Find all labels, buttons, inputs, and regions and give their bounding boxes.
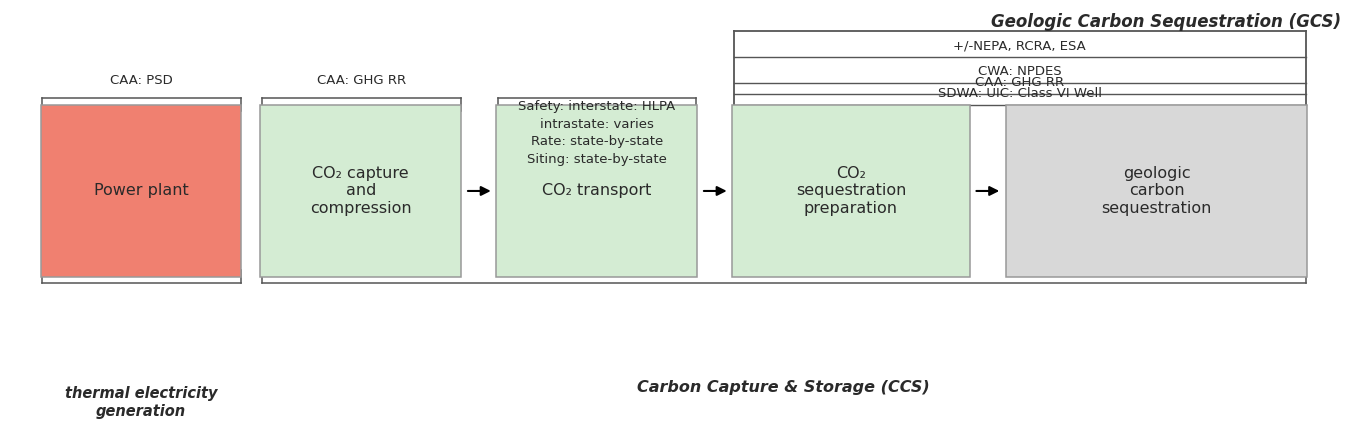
Text: Carbon Capture & Storage (CCS): Carbon Capture & Storage (CCS) [637, 380, 930, 395]
Text: CAA: GHG RR: CAA: GHG RR [975, 76, 1064, 89]
FancyBboxPatch shape [1006, 105, 1307, 277]
Text: CWA: NPDES: CWA: NPDES [978, 65, 1062, 78]
FancyBboxPatch shape [732, 105, 970, 277]
Text: Safety: interstate: HLPA
intrastate: varies
Rate: state-by-state
Siting: state-b: Safety: interstate: HLPA intrastate: var… [518, 100, 675, 166]
Text: CAA: PSD: CAA: PSD [110, 74, 172, 87]
FancyBboxPatch shape [260, 105, 461, 277]
Text: CO₂ capture
and
compression: CO₂ capture and compression [311, 166, 411, 216]
Text: Power plant: Power plant [94, 183, 188, 198]
Text: CO₂ transport: CO₂ transport [542, 183, 651, 198]
Text: +/-NEPA, RCRA, ESA: +/-NEPA, RCRA, ESA [953, 39, 1086, 52]
Text: geologic
carbon
sequestration: geologic carbon sequestration [1101, 166, 1212, 216]
FancyBboxPatch shape [41, 105, 241, 277]
Text: CO₂
sequestration
preparation: CO₂ sequestration preparation [796, 166, 906, 216]
Text: Geologic Carbon Sequestration (GCS): Geologic Carbon Sequestration (GCS) [991, 13, 1341, 31]
Text: CAA: GHG RR: CAA: GHG RR [317, 74, 407, 87]
Text: SDWA: UIC: Class VI Well: SDWA: UIC: Class VI Well [938, 87, 1101, 100]
Text: thermal electricity
generation: thermal electricity generation [65, 386, 217, 419]
FancyBboxPatch shape [496, 105, 697, 277]
